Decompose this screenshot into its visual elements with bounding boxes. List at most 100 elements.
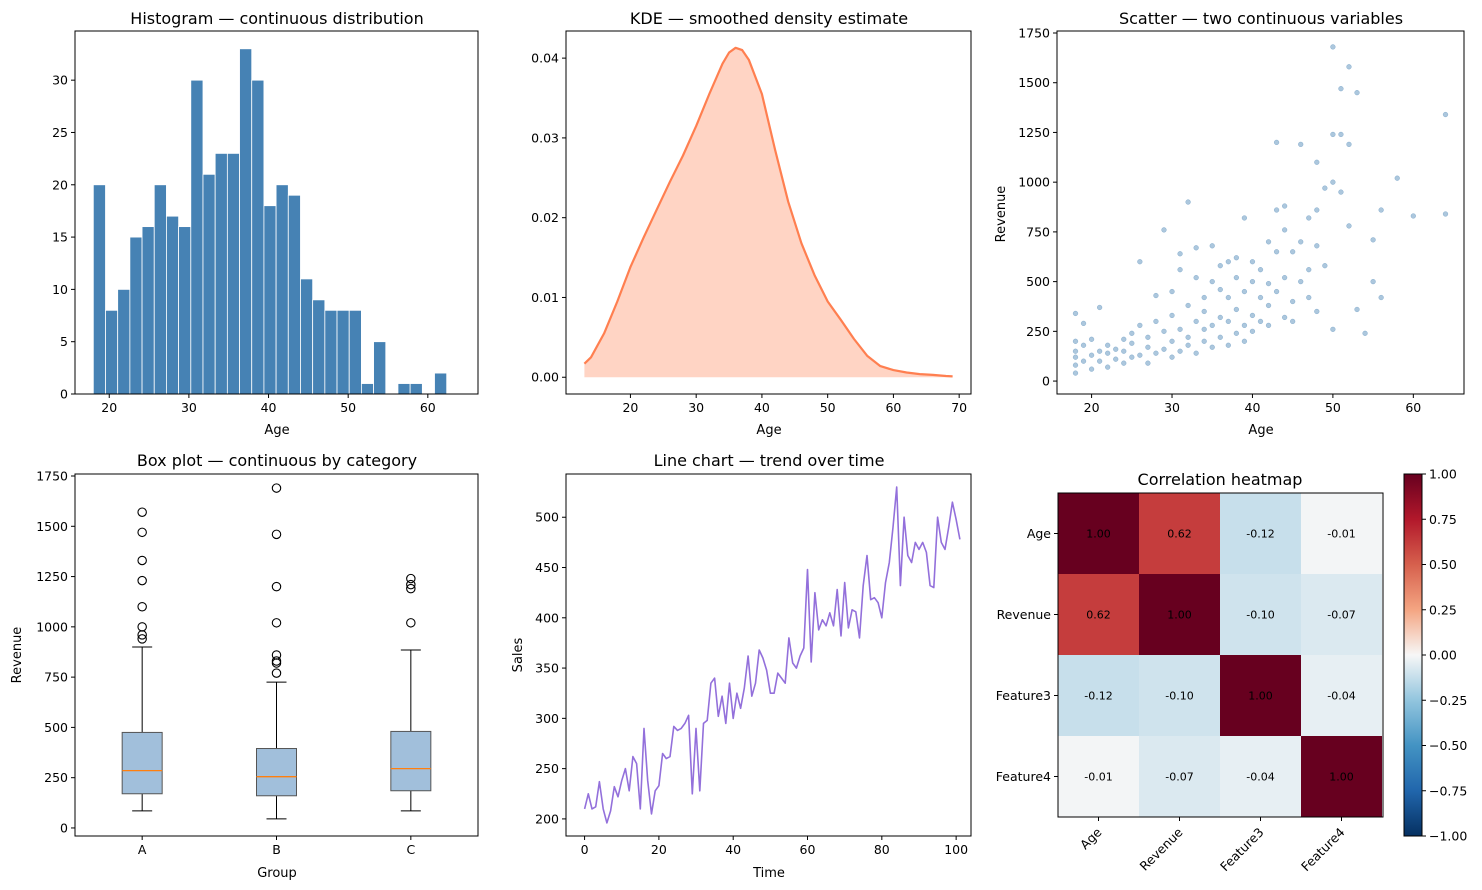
box-outlier [137,601,147,612]
scatter-point [1281,274,1288,281]
colorbar-tick-label: −1.00 [1429,829,1467,844]
scatter-point [1378,294,1384,301]
scatter-xtick-label: 20 [1084,400,1100,415]
histogram-bar [361,383,374,395]
scatter-point [1193,274,1199,281]
scatter-point [1225,294,1231,301]
linechart-panel: Line chart — trend over time Time Sales … [511,451,972,881]
box-body [256,748,297,797]
linechart-ytick-label: 400 [535,610,559,625]
scatter-point [1249,259,1256,265]
box-outlier [271,618,282,628]
kde-frame [565,30,972,395]
scatter-point [1145,344,1151,350]
scatter-point [1354,306,1360,313]
box-outlier [137,555,147,566]
scatter-point [1096,358,1103,364]
heatmap-cell [1301,574,1382,655]
scatter-point [1177,251,1183,257]
colorbar-tick-label: −0.25 [1429,693,1467,708]
scatter-point [1217,314,1223,321]
scatter-point [1233,306,1240,313]
boxplot-xtick-label: C [406,842,415,857]
boxplot-ytick-label: 1500 [36,519,68,534]
linechart-ytick-label: 500 [535,510,559,525]
kde-xtick-label: 60 [885,400,901,415]
scatter-point [1129,354,1135,360]
scatter-point [1290,318,1296,325]
heatmap-cell [1220,736,1301,817]
scatter-point [1370,278,1376,285]
linechart-xtick-label: 0 [581,842,589,857]
scatter-point [1241,338,1248,344]
heatmap-cell-label: -0.07 [1327,609,1355,622]
kde-xtick-label: 40 [754,400,770,415]
scatter-point [1330,44,1336,50]
histogram-bar [373,341,387,395]
heatmap-cell-label: -0.04 [1327,690,1355,703]
heatmap-cell-label: -0.12 [1084,690,1112,703]
heatmap-cell-label: -0.12 [1246,528,1274,541]
kde-ytick-label: 0.00 [531,370,559,385]
heatmap-xtick-label: Age [1077,824,1105,852]
scatter-point [1273,249,1280,255]
box-body [121,731,163,795]
scatter-point [1153,292,1159,299]
box-outlier [406,583,416,594]
scatter-point [1185,199,1191,205]
scatter-ytick-label: 750 [1026,224,1050,239]
heatmap-title: Correlation heatmap [1138,470,1303,489]
boxplot-ytick-label: 250 [44,770,68,785]
heatmap-cell [1220,655,1301,736]
scatter-point [1378,207,1384,213]
scatter-point [1169,338,1175,344]
colorbar-tick-label: −0.75 [1429,783,1467,798]
scatter-point [1080,320,1087,327]
boxplot-ytick-label: 750 [44,670,68,685]
histogram-bar [300,278,314,395]
scatter-point [1153,350,1159,356]
heatmap-ytick-label: Feature3 [996,688,1051,703]
scatter-xtick-label: 30 [1164,400,1180,415]
histogram-ytick-label: 0 [60,387,68,402]
histogram-bar [214,152,228,395]
boxplot-ytick-label: 1750 [36,469,68,484]
heatmap-frame [1057,492,1384,818]
scatter-point [1298,239,1304,245]
scatter-point [1080,358,1087,364]
scatter-point [1249,278,1256,285]
kde-xtick-label: 50 [820,400,836,415]
linechart-frame [565,473,972,837]
histogram-bar [251,79,265,395]
scatter-point [1265,280,1272,287]
histogram-bar [434,372,448,395]
scatter-point [1370,237,1376,243]
scatter-point [1322,263,1328,269]
box-outlier [406,573,416,584]
boxplot-panel: Box plot — continuous by category Group … [10,451,479,881]
scatter-frame [1056,30,1465,395]
scatter-point [1233,255,1240,261]
scatter-point [1105,364,1111,370]
scatter-point [1185,342,1191,348]
scatter-xlabel: Age [1248,423,1273,438]
box-outlier [137,634,147,644]
scatter-point [1153,318,1159,325]
scatter-point [1185,302,1191,309]
linechart-xtick-label: 100 [944,842,968,857]
heatmap-cell [1220,574,1301,655]
boxplot-xtick-label: B [272,842,281,857]
heatmap-cell-label: -0.01 [1327,528,1355,541]
box-outlier [271,656,282,666]
scatter-point [1209,278,1215,285]
scatter-point [1362,330,1368,336]
scatter-point [1177,326,1183,333]
scatter-point [1241,322,1248,329]
histogram-bar [397,383,411,395]
scatter-point [1105,350,1111,356]
kde-xtick-label: 20 [622,400,638,415]
histogram-bar [348,309,362,395]
heatmap-cell-label: 0.62 [1086,609,1111,622]
linechart-ytick-label: 250 [535,761,559,776]
box-outlier [137,622,147,632]
